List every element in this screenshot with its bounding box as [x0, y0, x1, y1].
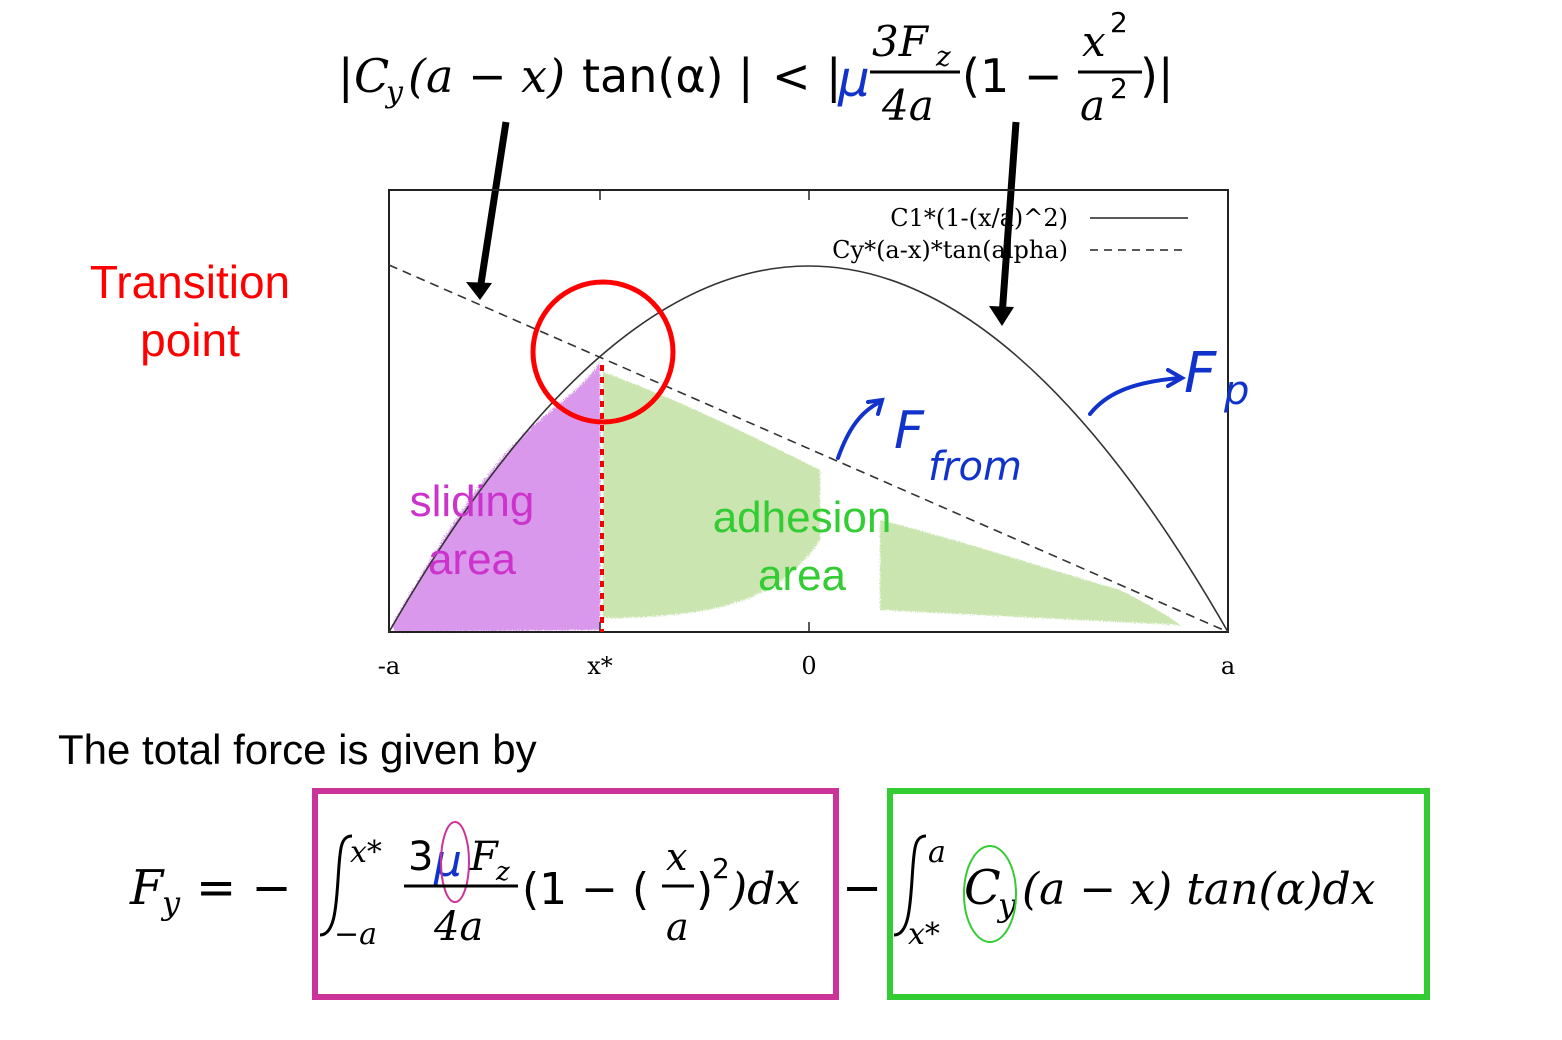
- transition-point-circle: [530, 279, 676, 425]
- top-lhs-c-sub: y: [384, 75, 404, 110]
- top-lhs-c: C: [354, 49, 389, 103]
- top-lhs-close: |: [738, 49, 754, 104]
- adhesion-label-line1: adhesion: [713, 493, 892, 542]
- int1-rest-b: ): [696, 864, 713, 915]
- x-tick-zero: 0: [801, 652, 816, 680]
- top-x2-num-sup: 2: [1110, 6, 1128, 39]
- f-from-sub: from: [928, 444, 1022, 490]
- formula-lhs: F: [129, 860, 165, 916]
- series-parabola-line: [388, 265, 1229, 633]
- formula-lhs-sub: y: [160, 884, 181, 922]
- arrow-to-parabola: [998, 121, 1020, 317]
- int1-den: 4a: [433, 904, 483, 950]
- int1-num-f: F: [469, 834, 499, 880]
- integral-sign-1: [319, 834, 353, 937]
- int1-upper: x*: [350, 835, 382, 870]
- f-p-main: F: [1184, 341, 1217, 406]
- legend-entry-linear: Cy*(a-x)*tan(alpha): [832, 236, 1068, 264]
- int1-num-3: 3: [408, 834, 433, 880]
- int1-num-sub: z: [495, 857, 510, 887]
- top-lhs-paren: (a − x): [408, 49, 565, 103]
- top-paren-open: (1 −: [962, 49, 1062, 103]
- int2-c: C: [964, 860, 1001, 916]
- adhesion-integral-box: [887, 788, 1430, 1000]
- top-formula: | C y (a − x) tan(α) | < | μ 3F z 4a (1 …: [338, 6, 1173, 130]
- adhesion-area-shading: [603, 372, 1180, 625]
- int1-mu-highlight-circle: [440, 821, 470, 903]
- int2-upper: a: [928, 835, 946, 870]
- top-frac-num: 3F: [872, 17, 930, 66]
- int2-c-sub: y: [996, 886, 1017, 924]
- legend-entry-parabola: C1*(1-(x/a)^2): [890, 204, 1068, 232]
- total-force-heading: The total force is given by: [58, 726, 537, 773]
- formula-minus: −: [842, 860, 882, 916]
- f-from-arrowhead-icon: [866, 397, 885, 416]
- top-x2-den: a: [1080, 81, 1105, 130]
- int1-rest-a: (1 − (: [522, 864, 649, 915]
- int2-cy-highlight-circle: [963, 845, 1017, 943]
- int2-rest: (a − x) tan(α)dx: [1022, 864, 1376, 915]
- transition-label-line2: point: [140, 314, 240, 366]
- sliding-area-shading: [392, 360, 600, 632]
- top-frac-num-sub: z: [935, 40, 951, 73]
- x-tick-a: a: [1221, 652, 1235, 680]
- f-p-arrow-stroke: [1088, 376, 1182, 416]
- sliding-label-line2: area: [428, 535, 517, 584]
- f-p-arrowhead-icon: [1166, 368, 1187, 388]
- top-lhs-open: |: [338, 49, 354, 104]
- top-x2-num: x: [1082, 17, 1106, 66]
- top-relation: <: [772, 49, 811, 103]
- top-frac-den: 4a: [881, 81, 934, 130]
- series-linear-dashed-line: [388, 264, 1229, 633]
- top-rhs-open: |: [826, 49, 842, 104]
- formula-equals-minus: = −: [196, 860, 292, 916]
- top-paren-close: )|: [1140, 49, 1173, 104]
- x-tick-xstar: x*: [587, 652, 613, 680]
- int1-sup: 2: [712, 852, 730, 885]
- top-x2-den-sup: 2: [1110, 72, 1128, 105]
- handwritten-f-p: F p: [1088, 341, 1249, 416]
- sliding-label-line1: sliding: [410, 477, 535, 526]
- f-p-sub: p: [1223, 368, 1249, 414]
- integral-sign-2: [893, 834, 927, 937]
- int1-x-num: x: [666, 835, 687, 879]
- total-force-formula: F y = − x* −a 3 μ F z 4a (1 − ( x a ) 2 …: [129, 821, 1376, 952]
- int1-rest-c: )dx: [729, 864, 800, 915]
- transition-label-line1: Transition: [90, 256, 290, 308]
- f-from-arrow-stroke: [836, 400, 882, 460]
- top-mu-handwritten: μ: [837, 50, 870, 108]
- int1-x-den: a: [666, 905, 689, 949]
- x-tick-neg-a: -a: [378, 652, 400, 680]
- f-from-main: F: [894, 401, 925, 461]
- chart: C1*(1-(x/a)^2) Cy*(a-x)*tan(alpha) -a x*…: [378, 189, 1235, 680]
- handwritten-f-from: F from: [836, 397, 1022, 490]
- int1-lower: −a: [334, 917, 377, 952]
- int2-lower: x*: [908, 917, 940, 952]
- int1-mu-handwritten: μ: [433, 836, 462, 887]
- top-lhs-tan: tan(α): [582, 49, 724, 103]
- adhesion-label-line2: area: [758, 551, 847, 600]
- arrow-to-dashed-line: [476, 121, 510, 291]
- arrowhead-right-icon: [989, 306, 1014, 326]
- sliding-integral-box: [312, 788, 839, 1000]
- arrowhead-left-icon: [466, 282, 492, 300]
